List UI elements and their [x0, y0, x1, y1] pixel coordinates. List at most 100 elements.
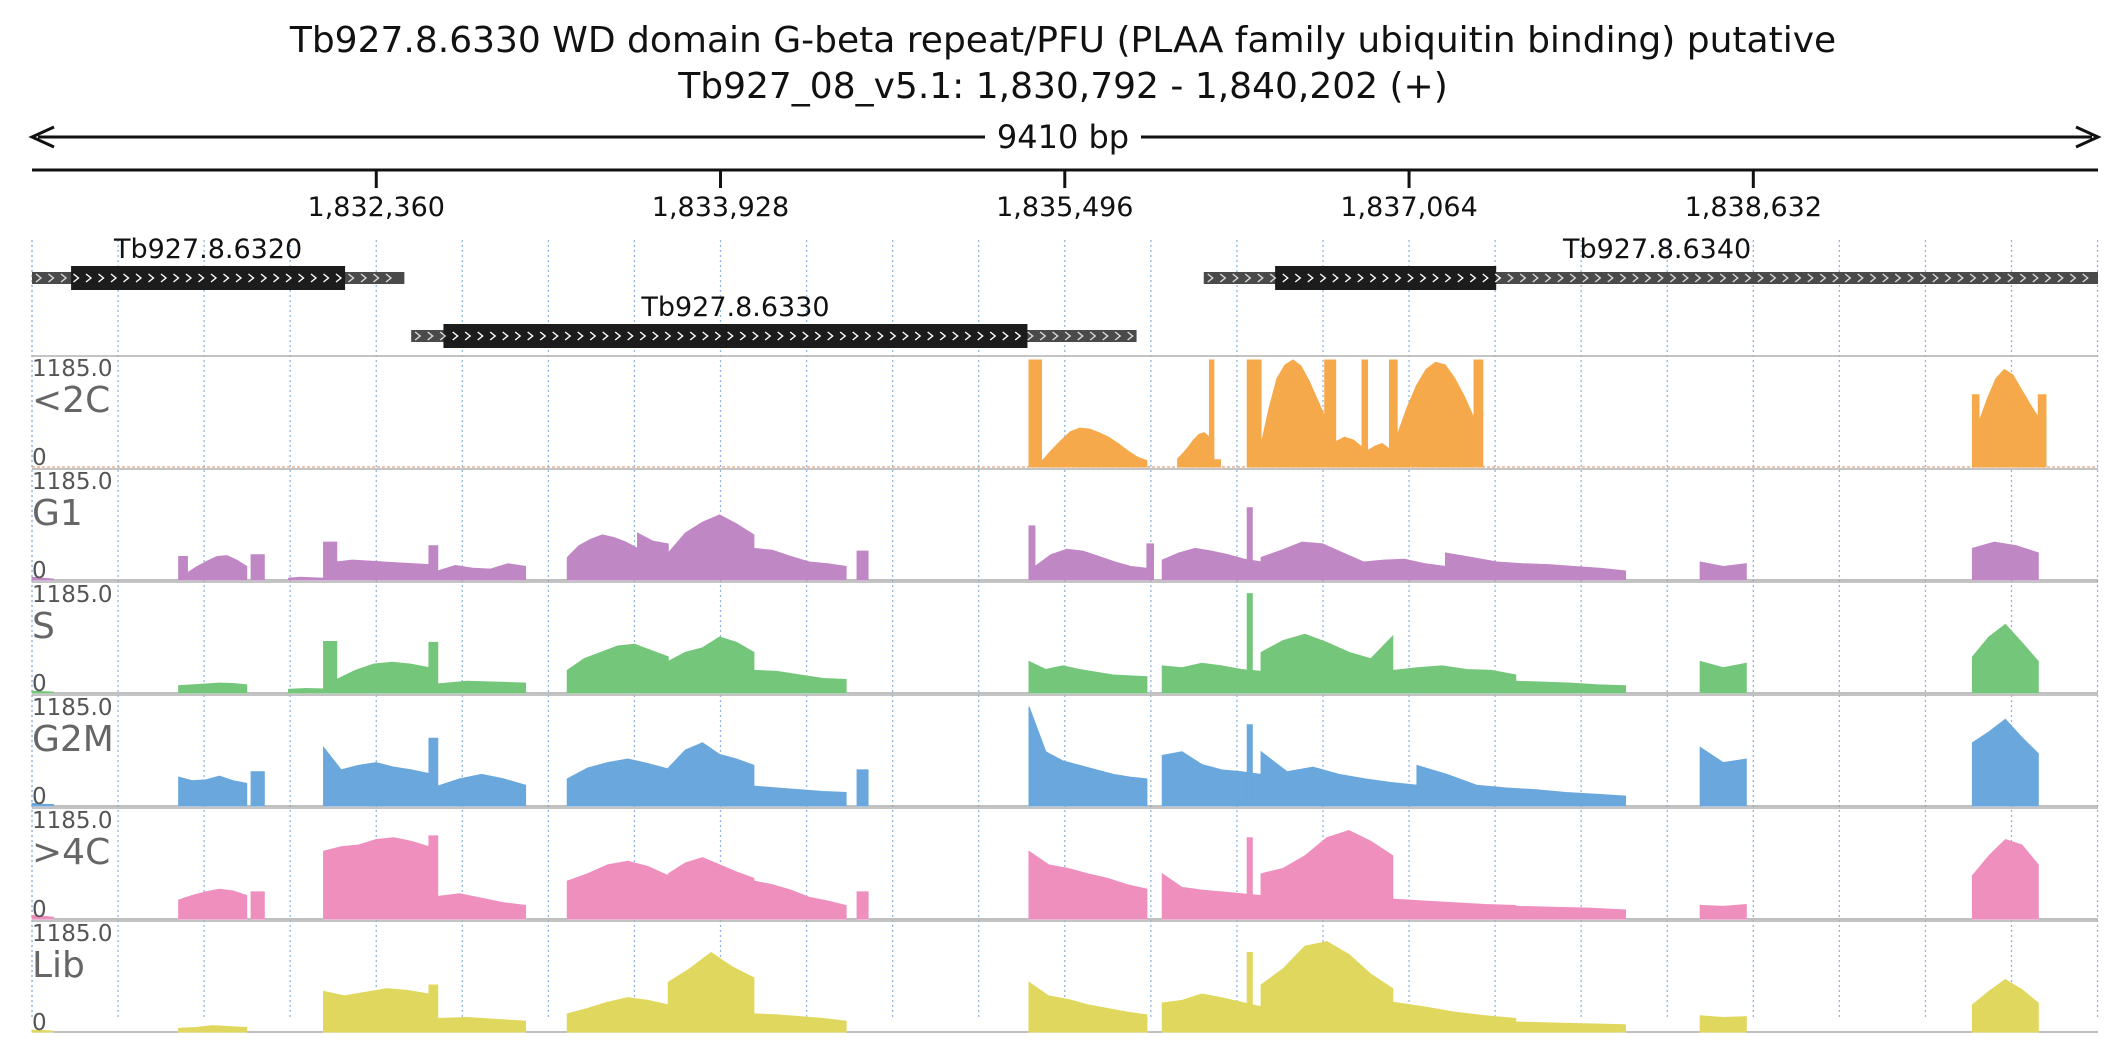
strand-arrow	[185, 273, 193, 283]
track-max-label: 1185.0	[32, 356, 112, 382]
coverage-area	[1444, 552, 1627, 581]
coverage-area	[1246, 837, 1253, 920]
strand-arrow	[2032, 273, 2039, 283]
coverage-area	[1246, 952, 1253, 1033]
coverage-area	[1361, 359, 1369, 468]
coverage-area	[1699, 904, 1747, 920]
strand-arrow	[223, 273, 230, 283]
strand-arrow	[235, 273, 243, 283]
span-label: 9410 bp	[997, 118, 1129, 156]
strand-arrow	[1482, 273, 1489, 283]
strand-arrow	[1719, 273, 1727, 283]
strand-arrow	[989, 331, 997, 341]
strand-arrow	[514, 331, 522, 341]
coverage-area	[1515, 905, 1627, 920]
strand-arrow	[198, 273, 205, 283]
coverage-area	[753, 547, 847, 581]
coverage-area	[667, 951, 755, 1033]
coverage-area	[428, 984, 439, 1033]
track-max-label: 1185.0	[32, 921, 112, 947]
strand-arrow	[827, 331, 834, 341]
strand-arrow	[752, 331, 759, 341]
strand-arrow	[148, 273, 155, 283]
strand-arrow	[210, 273, 218, 283]
coverage-area	[428, 737, 439, 807]
track-name: >4C	[32, 832, 110, 873]
strand-arrow	[1657, 273, 1664, 283]
gridlines	[31, 240, 2099, 1020]
strand-arrow	[427, 331, 434, 341]
strand-arrow	[1807, 273, 1814, 283]
strand-arrow	[1332, 273, 1339, 283]
strand-arrow	[564, 331, 572, 341]
strand-arrow	[1232, 273, 1239, 283]
strand-arrow	[1544, 273, 1552, 283]
coverage-area	[566, 534, 639, 581]
coverage-area	[1246, 724, 1253, 807]
strand-arrow	[1127, 331, 1134, 341]
strand-arrow	[852, 331, 859, 341]
strand-arrow	[1432, 273, 1439, 283]
coverage-area	[437, 1017, 527, 1033]
strand-arrow	[85, 273, 93, 283]
coverage-area	[1028, 525, 1036, 581]
strand-arrow	[1319, 273, 1327, 283]
track-name: Lib	[32, 945, 85, 986]
coverage-area	[437, 773, 527, 807]
strand-arrow	[1257, 273, 1264, 283]
coverage-area	[1260, 941, 1394, 1033]
strand-arrow	[1932, 273, 1939, 283]
strand-arrow	[348, 273, 355, 283]
strand-arrow	[1682, 273, 1689, 283]
coverage-area	[31, 576, 55, 581]
strand-arrow	[952, 331, 959, 341]
span-arrow-left	[28, 125, 55, 149]
strand-arrow	[889, 331, 897, 341]
strand-arrow	[1102, 331, 1109, 341]
strand-arrow	[1357, 273, 1364, 283]
coverage-area	[1246, 507, 1253, 581]
strand-arrow	[814, 331, 822, 341]
coverage-area	[1246, 593, 1253, 694]
coverage-area	[667, 857, 755, 920]
strand-arrow	[298, 273, 305, 283]
strand-arrow	[639, 331, 647, 341]
coverage-area	[428, 835, 439, 920]
chart-subtitle: Tb927_08_v5.1: 1,830,792 - 1,840,202 (+)	[677, 66, 1448, 107]
strand-arrow	[1957, 273, 1964, 283]
strand-arrow	[1507, 273, 1514, 283]
strand-arrow	[73, 273, 80, 283]
coverage-area	[1213, 459, 1221, 468]
coverage-area	[1699, 746, 1747, 807]
axis-tick-label: 1,837,064	[1340, 192, 1477, 223]
strand-arrow	[489, 331, 497, 341]
chart-title: Tb927.8.6330 WD domain G-beta repeat/PFU…	[289, 20, 1836, 61]
track-max-label: 1185.0	[32, 582, 112, 608]
strand-arrow	[1944, 273, 1952, 283]
coverage-area	[428, 641, 439, 694]
coverage-area	[186, 555, 248, 581]
coverage-area	[1389, 359, 1398, 468]
coverage-area	[1260, 829, 1394, 920]
track-name: S	[32, 606, 55, 647]
strand-arrow	[1707, 273, 1714, 283]
strand-arrow	[1969, 273, 1977, 283]
coverage-area	[323, 641, 338, 694]
strand-arrow	[714, 331, 722, 341]
strand-arrow	[602, 331, 609, 341]
coverage-area	[856, 891, 869, 920]
coverage-area	[1978, 368, 2039, 468]
strand-arrow	[527, 331, 534, 341]
coverage-area	[1971, 718, 2039, 807]
coverage-area	[1699, 1015, 1747, 1033]
coverage-area	[1028, 660, 1148, 694]
strand-arrow	[1369, 273, 1377, 283]
strand-arrow	[1794, 273, 1802, 283]
coverage-area	[31, 1029, 55, 1033]
strand-arrow	[614, 331, 622, 341]
coverage-area	[1146, 543, 1154, 581]
strand-arrow	[98, 273, 105, 283]
strand-arrow	[1077, 331, 1084, 341]
strand-arrow	[48, 273, 55, 283]
coverage-area	[250, 891, 265, 920]
